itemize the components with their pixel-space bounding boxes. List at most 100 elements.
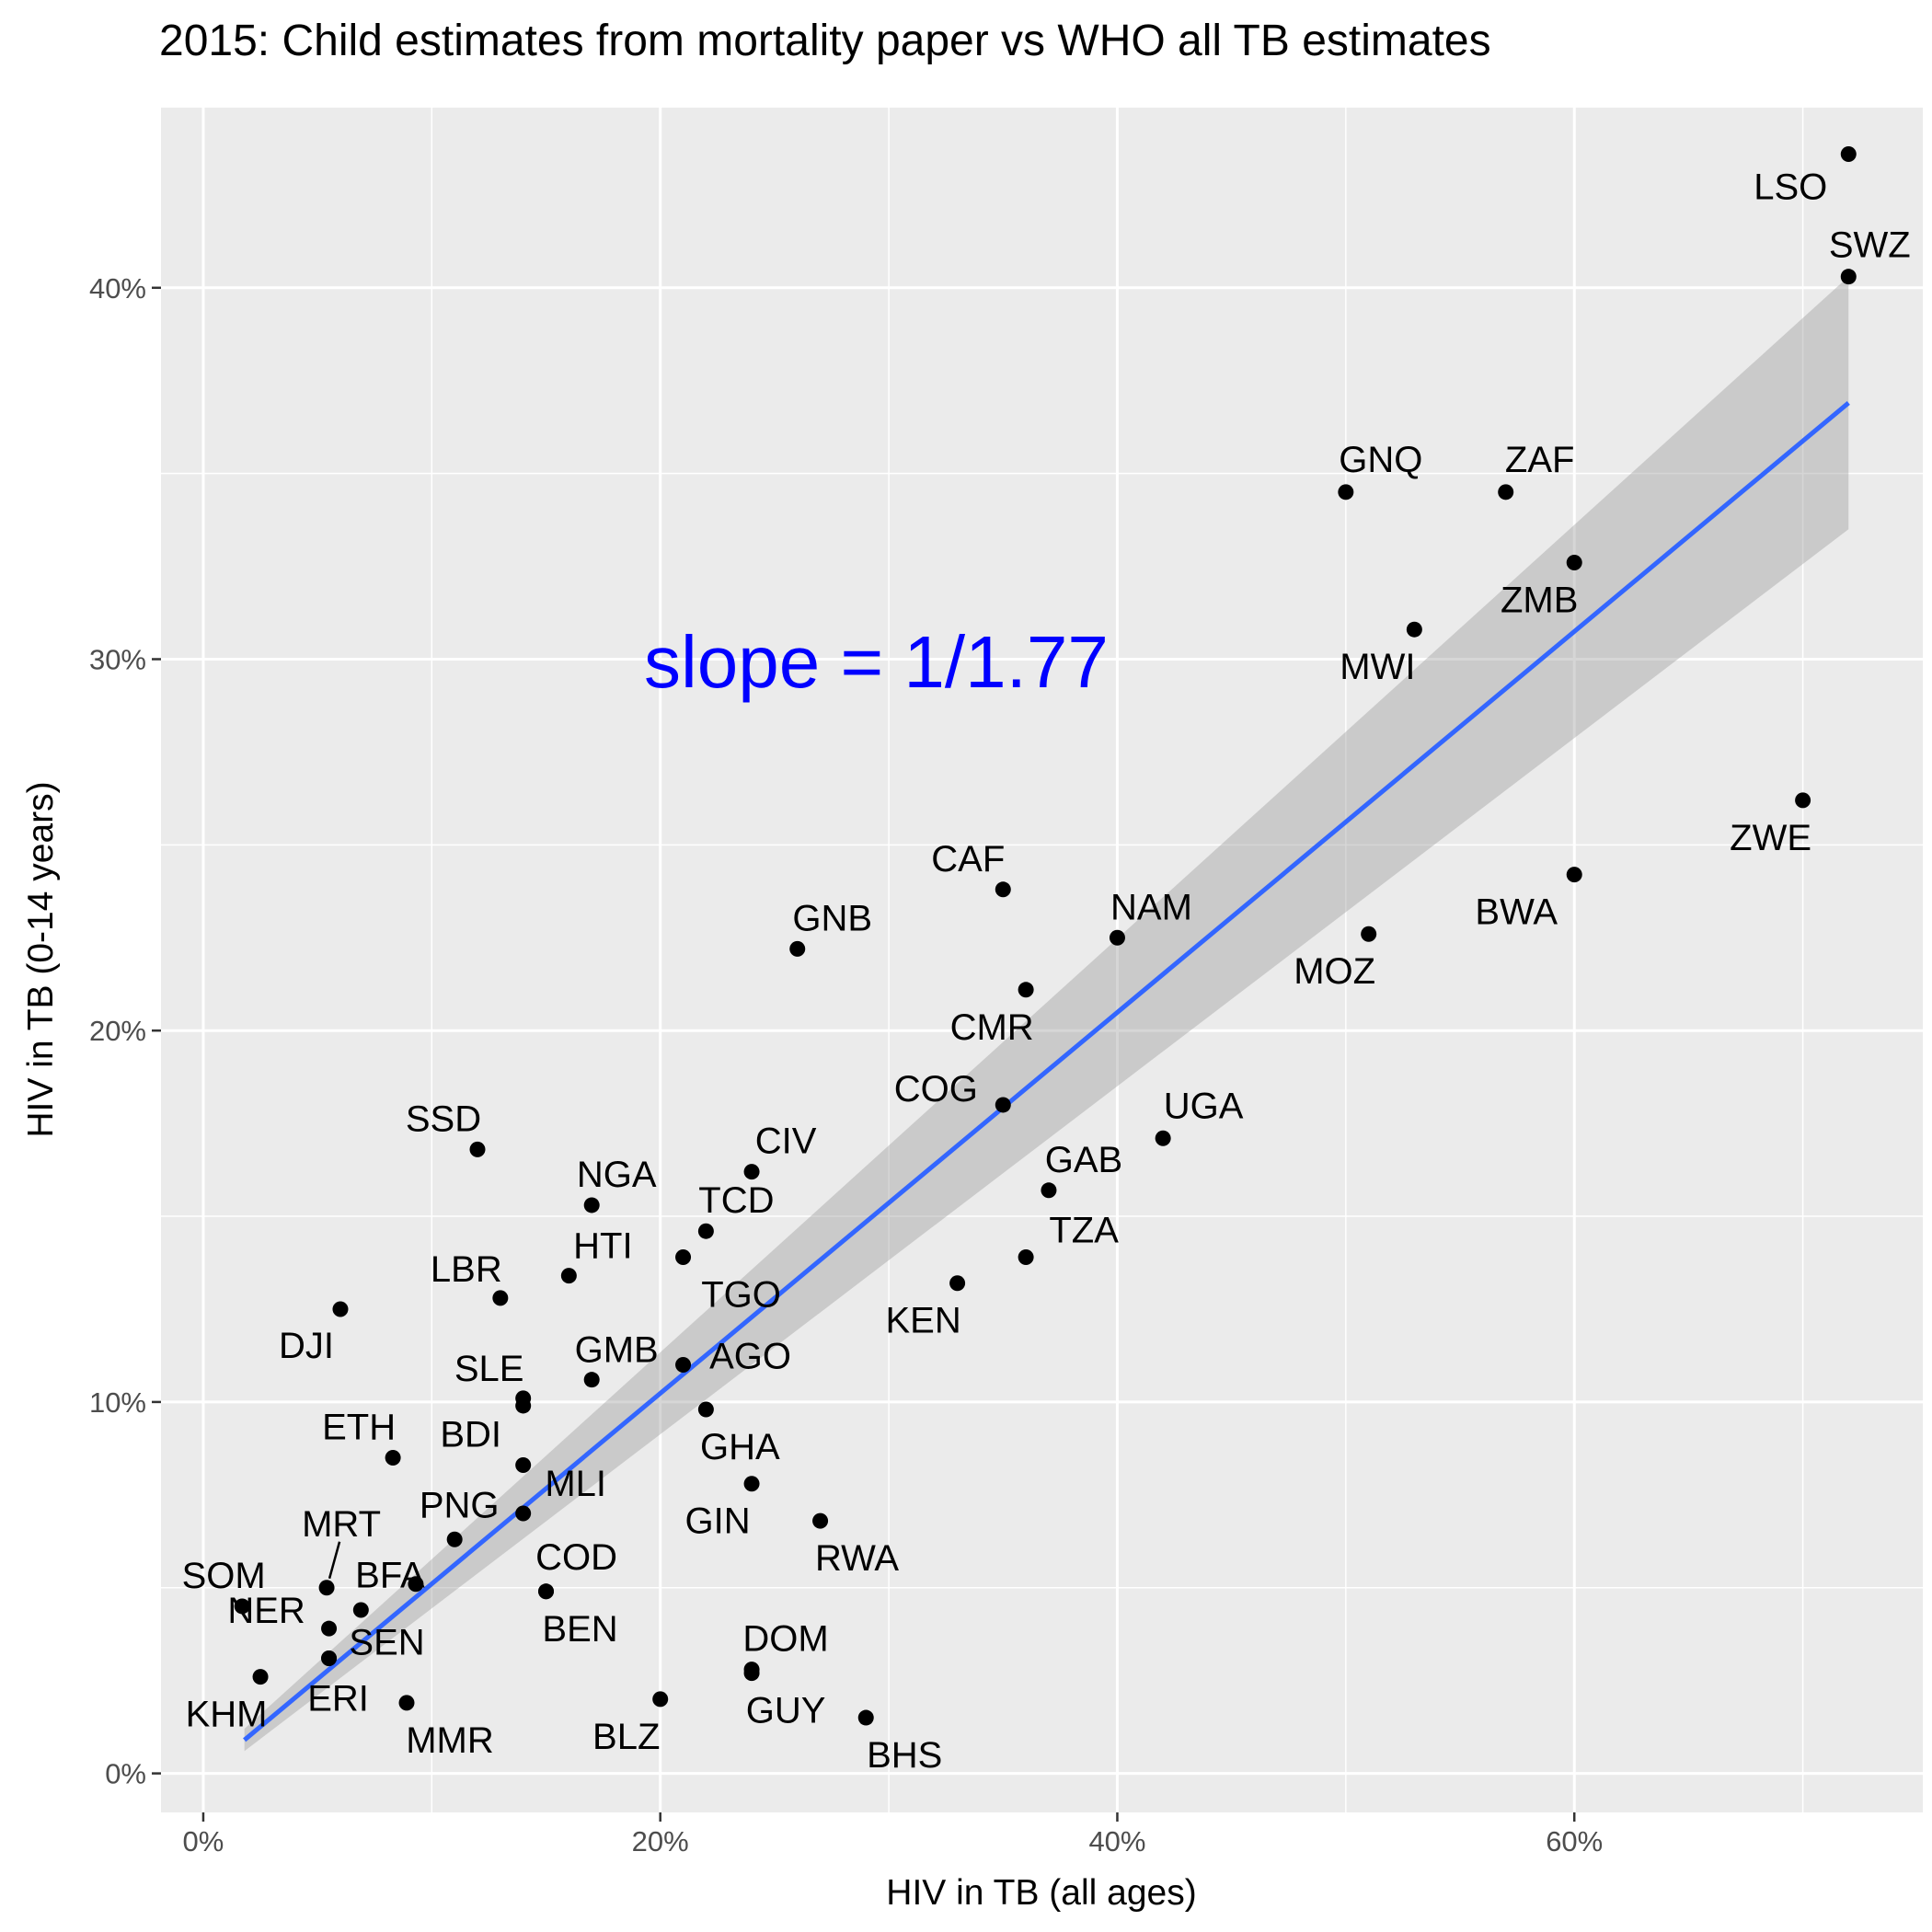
point-label: SWZ [1829, 225, 1911, 266]
point-label: ZAF [1505, 440, 1575, 480]
point-label: NGA [577, 1155, 657, 1195]
x-axis-title: HIV in TB (all ages) [886, 1873, 1196, 1913]
point-label: GIN [684, 1501, 750, 1542]
x-tick-label: 60% [1546, 1825, 1603, 1857]
point-label: PNG [420, 1485, 500, 1525]
data-point [675, 1357, 692, 1374]
data-point [332, 1301, 349, 1317]
data-point [318, 1580, 335, 1596]
y-tick-label: 40% [89, 272, 146, 305]
point-label: SLE [454, 1349, 524, 1389]
point-label: BHS [867, 1735, 942, 1776]
point-label: MMR [406, 1720, 494, 1761]
data-point [1109, 929, 1125, 946]
point-label: UGA [1164, 1086, 1244, 1126]
point-label: SSD [406, 1098, 481, 1139]
data-point [995, 1097, 1011, 1113]
confidence-band [244, 276, 1849, 1752]
data-point [398, 1695, 415, 1711]
point-label: BFA [355, 1556, 425, 1596]
slope-annotation: slope = 1/1.77 [644, 621, 1109, 703]
point-label: ERI [307, 1678, 369, 1719]
point-label: MRT [302, 1504, 381, 1545]
data-point [1361, 926, 1377, 942]
point-label: GAB [1045, 1140, 1122, 1180]
data-point [538, 1583, 555, 1600]
data-point [1498, 484, 1514, 500]
data-point [743, 1476, 760, 1492]
data-point [697, 1401, 714, 1418]
data-point [743, 1665, 760, 1682]
data-point [789, 940, 806, 957]
data-point [1795, 792, 1811, 809]
x-axis: 0% 20% 40% 60% [183, 1812, 1603, 1857]
point-label: GMB [575, 1330, 659, 1371]
point-label: RWA [815, 1538, 899, 1579]
point-label: ZWE [1730, 818, 1811, 858]
data-point [1018, 1248, 1034, 1265]
chart-title: 2015: Child estimates from mortality pap… [159, 17, 1491, 65]
data-point [1155, 1130, 1171, 1146]
data-point [252, 1669, 269, 1685]
point-label: GNQ [1339, 440, 1422, 480]
point-label: GUY [746, 1691, 826, 1731]
point-label: GHA [700, 1427, 780, 1467]
point-label: COG [894, 1069, 978, 1110]
point-label: CIV [755, 1121, 817, 1162]
point-label: LBR [431, 1249, 502, 1290]
point-label: MLI [545, 1464, 606, 1504]
point-label: MOZ [1294, 951, 1375, 992]
point-label: BLZ [592, 1717, 660, 1757]
data-point [697, 1223, 714, 1239]
data-point [675, 1248, 692, 1265]
y-axis-title: HIV in TB (0-14 years) [21, 781, 61, 1137]
data-point [515, 1457, 532, 1474]
data-point [743, 1164, 760, 1180]
y-tick-label: 20% [89, 1015, 146, 1047]
point-label: BEN [542, 1609, 617, 1650]
point-label: NAM [1110, 887, 1192, 927]
y-axis: 0% 10% 20% 30% 40% [89, 272, 161, 1790]
data-point [352, 1602, 369, 1618]
leader-line [328, 1541, 341, 1580]
x-tick-label: 20% [632, 1825, 689, 1857]
plot-background [161, 108, 1923, 1812]
data-point [812, 1512, 829, 1529]
data-point [1566, 555, 1582, 571]
data-point [995, 881, 1011, 898]
y-tick-label: 0% [105, 1758, 146, 1790]
grid-minor [161, 108, 1923, 1812]
point-label: BWA [1475, 892, 1558, 933]
data-point [385, 1449, 401, 1466]
point-label: TGO [701, 1274, 781, 1315]
data-point [1840, 145, 1857, 162]
data-point [583, 1197, 600, 1213]
data-point [446, 1531, 463, 1547]
data-point [321, 1650, 338, 1666]
data-point [857, 1709, 874, 1726]
data-point [560, 1268, 577, 1284]
data-point [408, 1576, 424, 1593]
point-label: NER [227, 1591, 305, 1631]
data-point [492, 1290, 509, 1306]
point-label: ETH [322, 1407, 396, 1447]
data-points [234, 145, 1857, 1726]
data-point [515, 1397, 532, 1414]
point-label: DJI [279, 1326, 334, 1366]
point-label: HTI [573, 1226, 632, 1267]
point-label: DOM [742, 1619, 828, 1660]
data-point [1566, 867, 1582, 883]
point-label: TZA [1049, 1210, 1119, 1250]
y-tick-label: 10% [89, 1386, 146, 1419]
data-point [234, 1598, 250, 1615]
data-point [515, 1505, 532, 1522]
data-point [949, 1275, 966, 1292]
data-point [469, 1141, 486, 1157]
grid-major [161, 108, 1923, 1812]
data-point [583, 1372, 600, 1388]
regression-line [243, 401, 1850, 1742]
data-point [652, 1691, 669, 1708]
x-tick-label: 0% [183, 1825, 224, 1857]
